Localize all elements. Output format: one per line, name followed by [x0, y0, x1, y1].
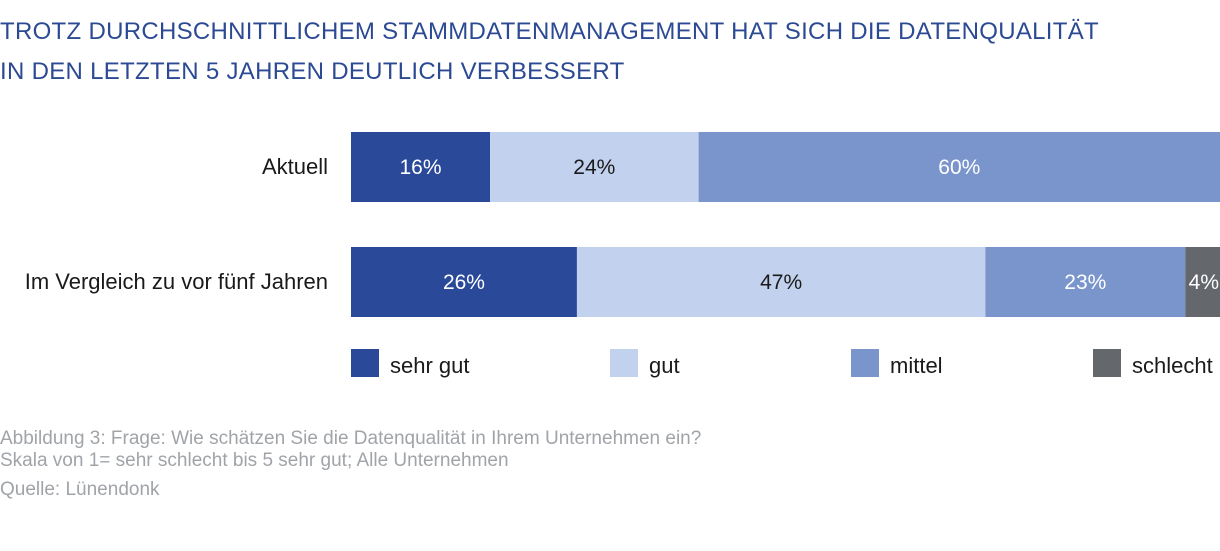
data-label: 26% — [443, 271, 485, 294]
data-label: 60% — [938, 156, 980, 179]
legend-swatch — [610, 349, 638, 377]
legend-swatch — [851, 349, 879, 377]
chart-title: TROTZ DURCHSCHNITTLICHEM STAMMDATENMANAG… — [0, 12, 1099, 92]
legend-label: mittel — [890, 353, 943, 378]
bar-segment — [698, 132, 1220, 202]
category-label: Aktuell — [262, 154, 328, 179]
bar-segment — [351, 132, 491, 202]
data-label: 47% — [760, 271, 802, 294]
caption-line-1: Abbildung 3: Frage: Wie schätzen Sie die… — [0, 428, 702, 449]
bar-segment — [576, 247, 986, 317]
bar-segment — [490, 132, 699, 202]
bar-segment — [985, 247, 1186, 317]
source-note: Quelle: Lünendonk — [0, 479, 160, 500]
legend-label: sehr gut — [390, 353, 470, 378]
chart-title-line-1: TROTZ DURCHSCHNITTLICHEM STAMMDATENMANAG… — [0, 18, 1099, 45]
data-label: 24% — [573, 156, 615, 179]
figure-caption: Abbildung 3: Frage: Wie schätzen Sie die… — [0, 428, 701, 472]
legend-swatch — [1093, 349, 1121, 377]
bar-segment — [351, 247, 577, 317]
category-label: Im Vergleich zu vor fünf Jahren — [25, 269, 328, 294]
legend-swatch — [351, 349, 379, 377]
chart-title-line-2: IN DEN LETZTEN 5 JAHREN DEUTLICH VERBESS… — [0, 58, 625, 85]
bar-segment — [1185, 247, 1220, 317]
data-label: 4% — [1189, 271, 1219, 294]
data-label: 16% — [400, 156, 442, 179]
legend-label: schlecht — [1132, 353, 1213, 378]
caption-line-2: Skala von 1= sehr schlecht bis 5 sehr gu… — [0, 450, 509, 471]
data-label: 23% — [1064, 271, 1106, 294]
legend-label: gut — [649, 353, 680, 378]
